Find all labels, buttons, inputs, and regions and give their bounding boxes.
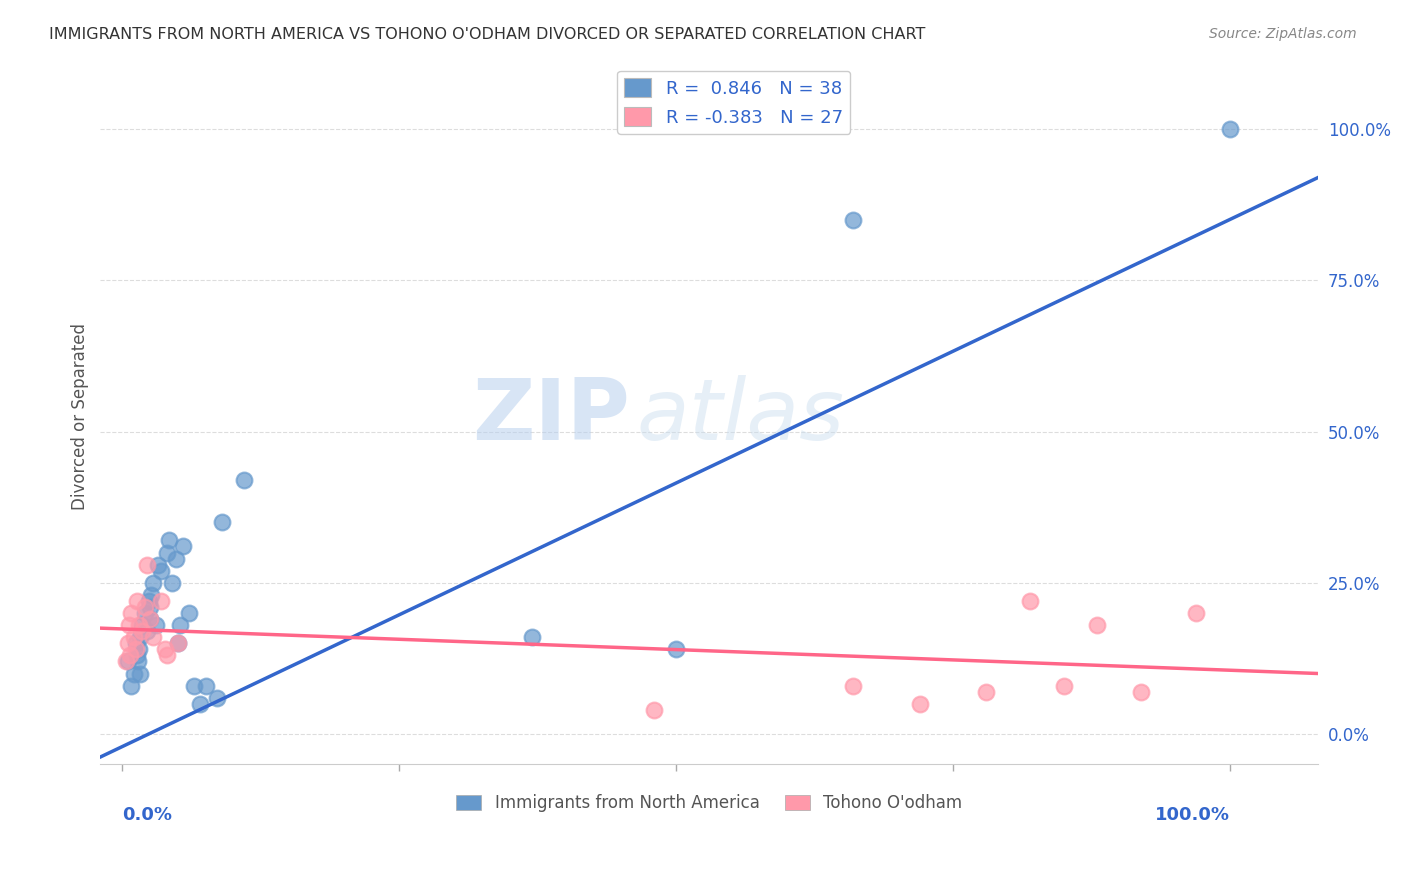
- Point: [127, 655, 149, 669]
- Text: Source: ZipAtlas.com: Source: ZipAtlas.com: [1209, 27, 1357, 41]
- Point: [131, 618, 153, 632]
- Point: [643, 703, 665, 717]
- Point: [134, 606, 156, 620]
- Point: [1085, 618, 1108, 632]
- Point: [166, 636, 188, 650]
- Point: [1052, 679, 1074, 693]
- Point: [188, 697, 211, 711]
- Point: [150, 594, 173, 608]
- Point: [1019, 594, 1042, 608]
- Point: [166, 636, 188, 650]
- Point: [125, 594, 148, 608]
- Point: [177, 606, 200, 620]
- Point: [153, 642, 176, 657]
- Point: [974, 684, 997, 698]
- Point: [118, 618, 141, 632]
- Point: [135, 624, 157, 639]
- Text: ZIP: ZIP: [472, 375, 630, 458]
- Point: [141, 588, 163, 602]
- Point: [1219, 122, 1241, 136]
- Point: [842, 212, 865, 227]
- Point: [150, 564, 173, 578]
- Point: [139, 599, 162, 614]
- Point: [169, 618, 191, 632]
- Point: [125, 636, 148, 650]
- Point: [142, 630, 165, 644]
- Legend: Immigrants from North America, Tohono O'odham: Immigrants from North America, Tohono O'…: [450, 788, 969, 819]
- Point: [125, 642, 148, 657]
- Point: [117, 636, 139, 650]
- Point: [138, 594, 160, 608]
- Point: [129, 666, 152, 681]
- Point: [139, 612, 162, 626]
- Point: [131, 624, 153, 639]
- Point: [120, 648, 142, 663]
- Point: [122, 666, 145, 681]
- Point: [165, 551, 187, 566]
- Point: [134, 599, 156, 614]
- Point: [145, 618, 167, 632]
- Point: [156, 648, 179, 663]
- Point: [120, 679, 142, 693]
- Point: [842, 679, 865, 693]
- Text: 100.0%: 100.0%: [1154, 806, 1230, 824]
- Point: [1130, 684, 1153, 698]
- Point: [142, 575, 165, 590]
- Point: [128, 642, 150, 657]
- Point: [205, 690, 228, 705]
- Point: [156, 545, 179, 559]
- Point: [120, 606, 142, 620]
- Point: [162, 575, 184, 590]
- Text: 0.0%: 0.0%: [122, 806, 173, 824]
- Point: [117, 655, 139, 669]
- Point: [908, 697, 931, 711]
- Point: [122, 630, 145, 644]
- Point: [233, 473, 256, 487]
- Point: [139, 612, 162, 626]
- Text: atlas: atlas: [637, 375, 844, 458]
- Point: [114, 655, 136, 669]
- Point: [194, 679, 217, 693]
- Point: [146, 558, 169, 572]
- Point: [183, 679, 205, 693]
- Point: [128, 618, 150, 632]
- Point: [125, 648, 148, 663]
- Y-axis label: Divorced or Separated: Divorced or Separated: [72, 323, 89, 510]
- Text: IMMIGRANTS FROM NORTH AMERICA VS TOHONO O'ODHAM DIVORCED OR SEPARATED CORRELATIO: IMMIGRANTS FROM NORTH AMERICA VS TOHONO …: [49, 27, 925, 42]
- Point: [1185, 606, 1208, 620]
- Point: [129, 630, 152, 644]
- Point: [211, 516, 233, 530]
- Point: [665, 642, 688, 657]
- Point: [172, 540, 194, 554]
- Point: [157, 533, 180, 548]
- Point: [135, 558, 157, 572]
- Point: [520, 630, 543, 644]
